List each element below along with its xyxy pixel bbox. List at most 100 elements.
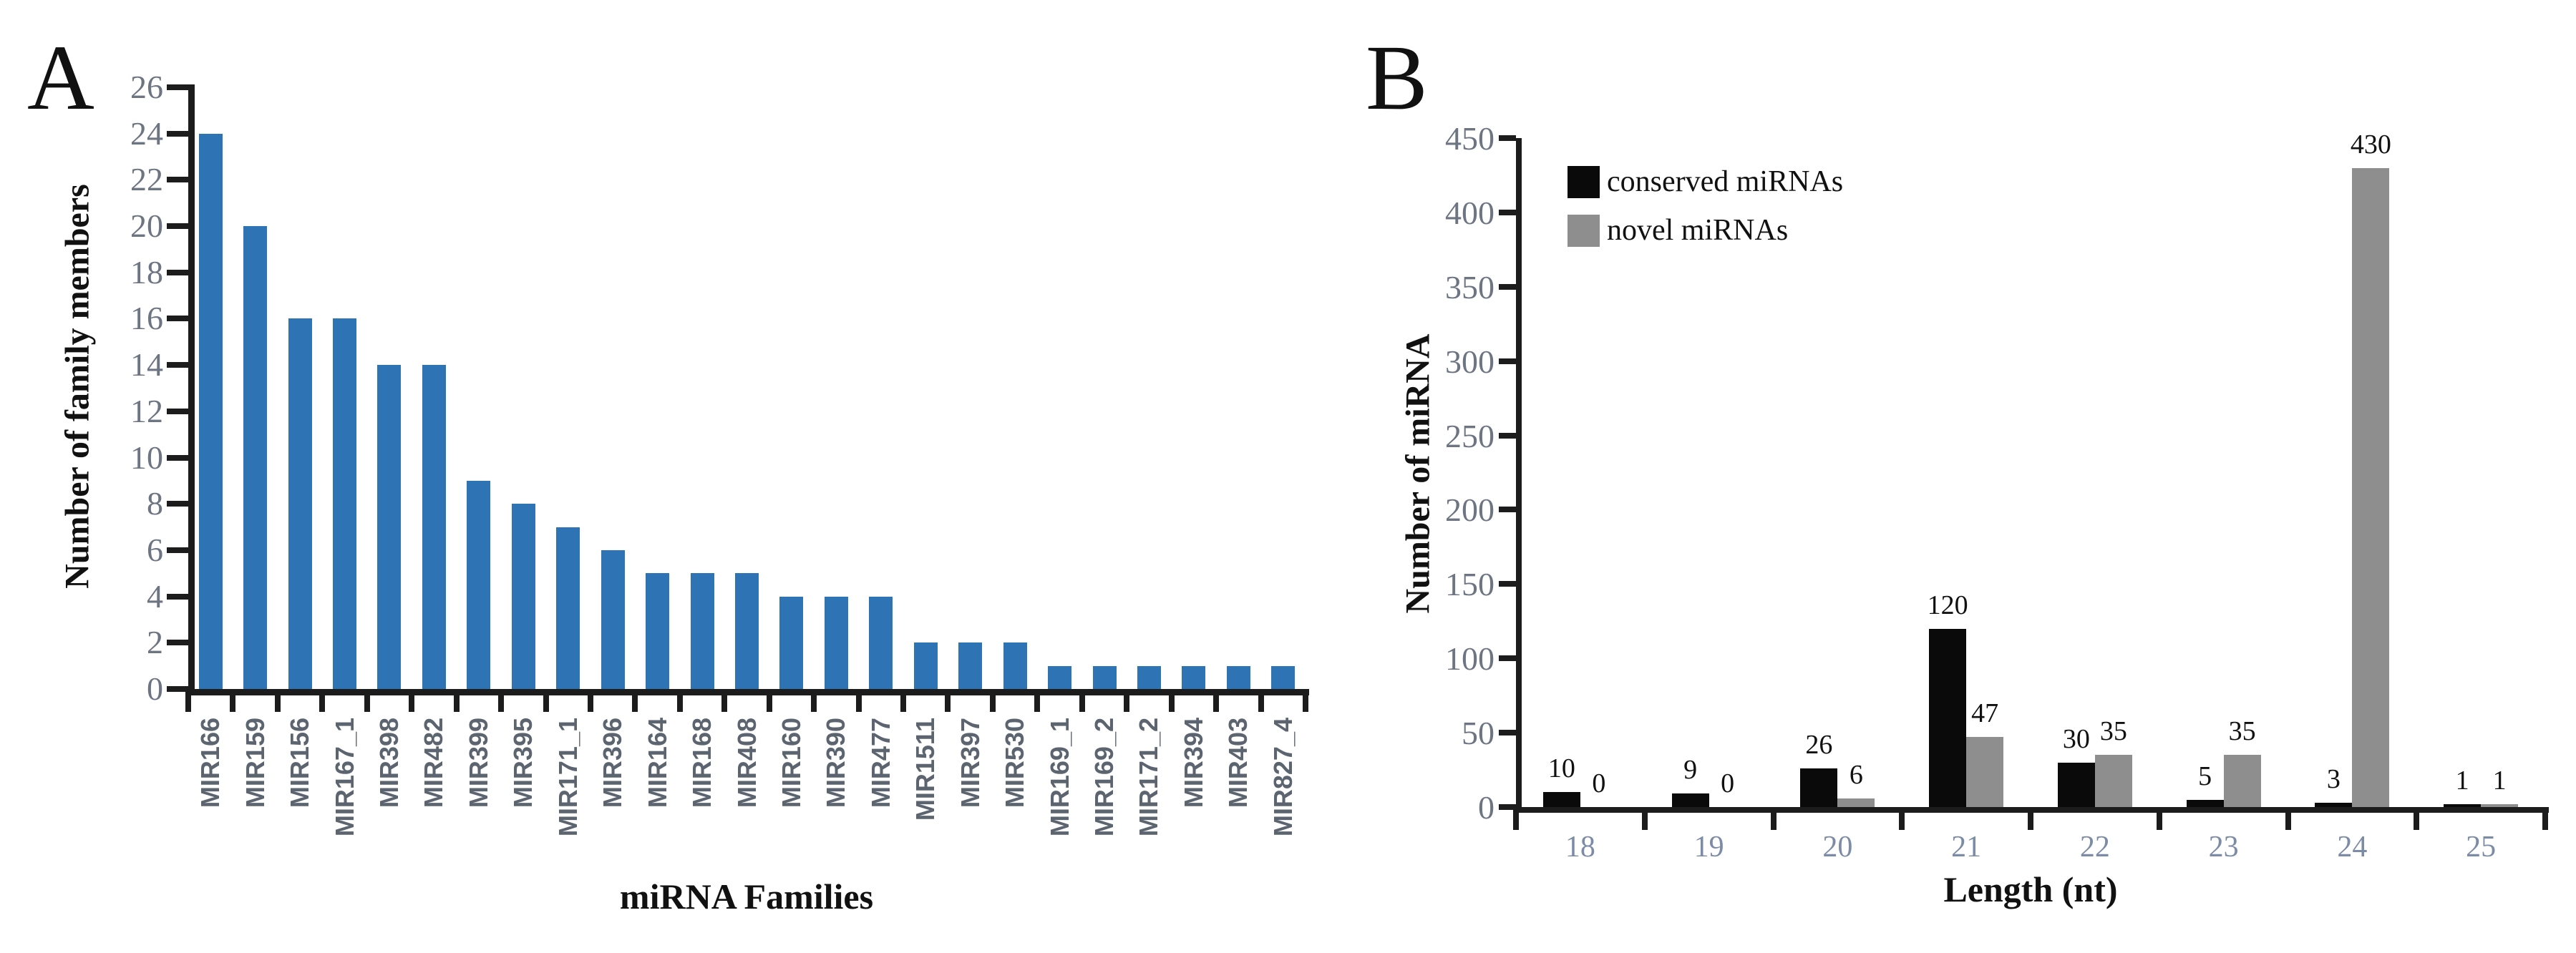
panel-a-y-axis (188, 84, 195, 695)
panel-a-letter: A (27, 26, 94, 129)
panel-a-x-tick (1213, 695, 1220, 712)
bar-novel-20 (1837, 798, 1875, 807)
panel-a-x-tick (1258, 695, 1264, 712)
data-label-novel-19: 0 (1721, 768, 1735, 798)
bar-MIR394 (1182, 665, 1206, 689)
panel-a-y-tick (167, 223, 188, 229)
panel-b-y-tick-label: 450 (1445, 120, 1494, 157)
panel-b-y-tick-label: 400 (1445, 194, 1494, 231)
bar-conserved-19 (1671, 793, 1709, 807)
bar-MIR171_1 (556, 527, 580, 689)
panel-b-x-axis-title: Length (nt) (1943, 869, 2118, 909)
data-label-conserved-23: 5 (2198, 761, 2212, 791)
panel-b-y-tick-label: 350 (1445, 268, 1494, 306)
panel-a-y-tick (167, 593, 188, 600)
panel-b-x-tick (1513, 813, 1519, 830)
panel-b-x-tick (1899, 813, 1905, 830)
bar-conserved-21 (1929, 628, 1967, 807)
panel-b-y-tick-label: 250 (1445, 417, 1494, 454)
bar-MIR403 (1226, 665, 1250, 689)
panel-a-x-tick (811, 695, 817, 712)
bar-MIR477 (869, 596, 893, 689)
legend-swatch-conserved (1568, 165, 1600, 198)
panel-a-y-tick (167, 408, 188, 414)
bar-MIR399 (467, 480, 491, 689)
panel-b-x-tick-label: 19 (1693, 831, 1724, 864)
panel-a-x-tick (766, 695, 772, 712)
bar-conserved-20 (1800, 768, 1838, 807)
data-label-novel-18: 0 (1592, 768, 1606, 798)
panel-a-x-tick (498, 695, 505, 712)
panel-b-y-tick (1499, 581, 1516, 587)
panel-a-x-tick (1079, 695, 1085, 712)
bar-MIR398 (377, 365, 402, 689)
data-label-conserved-19: 9 (1683, 755, 1698, 786)
panel-a-x-tick (989, 695, 996, 712)
bar-MIR390 (824, 596, 848, 689)
panel-a-y-tick-label: 2 (147, 624, 163, 661)
panel-a-x-tick (1168, 695, 1175, 712)
panel-a-y-tick (167, 640, 188, 646)
panel-a-y-tick (167, 501, 188, 507)
panel-a-x-tick (1034, 695, 1041, 712)
data-label-conserved-21: 120 (1927, 590, 1968, 620)
panel-a-x-tick (1124, 695, 1130, 712)
bar-MIR408 (735, 573, 759, 689)
bar-conserved-24 (2315, 802, 2353, 807)
bar-novel-23 (2223, 755, 2261, 807)
bar-novel-25 (2481, 804, 2519, 807)
bar-MIR169_1 (1048, 665, 1072, 689)
panel-b-x-tick (2028, 813, 2033, 830)
panel-b-letter: B (1366, 26, 1428, 129)
panel-b-y-tick (1499, 655, 1516, 662)
panel-a-y-tick (167, 84, 188, 90)
bar-MIR395 (511, 504, 535, 689)
panel-a-x-tick (319, 695, 326, 712)
legend-label-novel: novel miRNAs (1607, 214, 1789, 247)
panel-a-x-tick (587, 695, 593, 712)
panel-b-y-axis (1516, 138, 1522, 813)
bar-MIR160 (779, 596, 804, 689)
panel-a-y-tick-label: 10 (130, 439, 163, 476)
panel-a-x-axis (185, 689, 1309, 695)
bar-MIR164 (646, 573, 670, 689)
panel-a-y-tick-label: 6 (147, 531, 163, 568)
data-label-novel-25: 1 (2492, 766, 2507, 796)
panel-b-y-tick (1499, 730, 1516, 736)
legend-swatch-novel (1568, 214, 1600, 247)
bar-conserved-25 (2444, 804, 2482, 807)
bar-conserved-22 (2057, 762, 2095, 807)
panel-a-y-tick-label: 26 (130, 68, 163, 105)
panel-b-x-tick-label: 24 (2337, 831, 2368, 864)
panel-a-y-tick-label: 8 (147, 485, 163, 522)
panel-a-y-tick-label: 4 (147, 577, 163, 615)
panel-b-y-tick (1499, 507, 1516, 513)
data-label-novel-23: 35 (2228, 716, 2256, 747)
panel-a-x-tick (185, 695, 191, 712)
panel-b-y-tick (1499, 432, 1516, 439)
bar-MIR159 (243, 226, 268, 689)
bar-MIR166 (198, 133, 223, 689)
panel-b-x-tick-label: 25 (2466, 831, 2497, 864)
panel-a-y-tick (167, 177, 188, 183)
data-label-novel-22: 35 (2099, 716, 2127, 747)
panel-b-y-tick-label: 150 (1445, 566, 1494, 603)
panel-b-y-tick (1499, 209, 1516, 215)
panel-a-x-tick (900, 695, 907, 712)
panel-b-x-tick (1770, 813, 1777, 830)
panel-a-y-tick-label: 16 (130, 300, 163, 337)
panel-b-x-tick (2285, 813, 2291, 830)
data-label-conserved-25: 1 (2455, 766, 2469, 796)
bar-MIR397 (958, 642, 983, 689)
panel-b-x-tick-label: 20 (1822, 831, 1853, 864)
panel-a-y-tick (167, 362, 188, 368)
panel-a-x-tick (676, 695, 683, 712)
panel-b-x-tick-label: 22 (2079, 831, 2110, 864)
panel-a-y-tick-label: 18 (130, 253, 163, 290)
data-label-conserved-20: 26 (1805, 729, 1833, 760)
panel-a-x-tick (855, 695, 862, 712)
bar-MIR156 (288, 318, 312, 689)
panel-a-y-tick (167, 547, 188, 553)
bar-MIR1511 (913, 642, 938, 689)
